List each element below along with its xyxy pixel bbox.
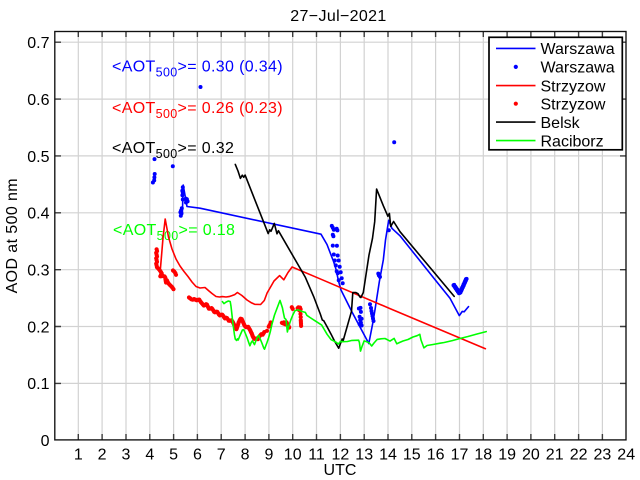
svg-text:0.3: 0.3 (27, 263, 49, 280)
svg-text:17: 17 (451, 447, 469, 464)
svg-text:16: 16 (427, 447, 445, 464)
svg-text:14: 14 (379, 447, 397, 464)
svg-text:11: 11 (308, 447, 325, 464)
svg-text:<AOT500>= 0.30 (0.34): <AOT500>= 0.30 (0.34) (112, 58, 283, 79)
svg-text:1: 1 (74, 447, 83, 464)
svg-text:22: 22 (570, 447, 588, 464)
svg-text:9: 9 (264, 447, 273, 464)
svg-text:6: 6 (193, 447, 202, 464)
svg-text:Warszawa: Warszawa (541, 41, 615, 58)
svg-text:10: 10 (284, 447, 302, 464)
svg-text:19: 19 (498, 447, 516, 464)
svg-text:2: 2 (98, 447, 107, 464)
svg-text:7: 7 (217, 447, 226, 464)
svg-text:0.7: 0.7 (27, 35, 49, 52)
svg-text:20: 20 (522, 447, 540, 464)
svg-text:4: 4 (145, 447, 154, 464)
svg-text:3: 3 (122, 447, 131, 464)
svg-text:Strzyzow: Strzyzow (541, 96, 606, 113)
svg-text:<AOT500>= 0.26 (0.23): <AOT500>= 0.26 (0.23) (112, 100, 283, 121)
svg-text:13: 13 (355, 447, 373, 464)
svg-text:<AOT500>= 0.18: <AOT500>= 0.18 (113, 222, 235, 243)
svg-text:23: 23 (594, 447, 612, 464)
svg-text:8: 8 (241, 447, 250, 464)
svg-text:21: 21 (546, 447, 564, 464)
svg-text:0.6: 0.6 (27, 92, 49, 109)
svg-text:12: 12 (332, 447, 350, 464)
svg-text:0: 0 (41, 433, 50, 450)
svg-text:5: 5 (169, 447, 178, 464)
svg-text:0.4: 0.4 (27, 206, 49, 223)
svg-text:Strzyzow: Strzyzow (541, 78, 606, 95)
svg-text:Belsk: Belsk (541, 115, 581, 132)
svg-text:27−Jul−2021: 27−Jul−2021 (290, 8, 386, 25)
svg-text:<AOT500>= 0.32: <AOT500>= 0.32 (112, 140, 234, 161)
svg-text:15: 15 (403, 447, 421, 464)
svg-text:Warszawa: Warszawa (541, 60, 615, 77)
svg-text:AOD at 500 nm: AOD at 500 nm (4, 178, 21, 293)
svg-text:0.2: 0.2 (27, 319, 49, 336)
svg-text:0.1: 0.1 (27, 376, 49, 393)
svg-text:0.5: 0.5 (27, 149, 49, 166)
svg-text:18: 18 (474, 447, 492, 464)
svg-text:UTC: UTC (324, 462, 357, 479)
svg-text:24: 24 (617, 447, 635, 464)
svg-text:Raciborz: Raciborz (541, 133, 604, 150)
